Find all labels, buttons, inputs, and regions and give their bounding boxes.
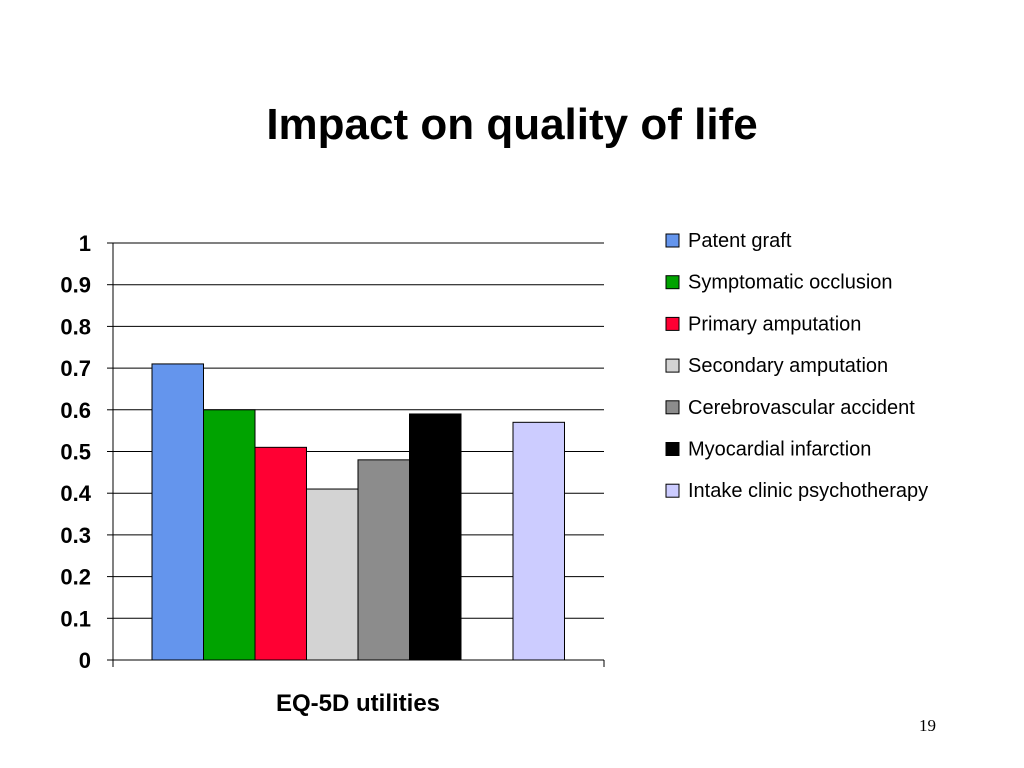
y-tick-label: 0.2: [60, 565, 91, 590]
legend: Patent graft Symptomatic occlusion Primary…: [665, 230, 928, 502]
bar-patent-graft: [151, 363, 204, 661]
legend-swatch: [665, 316, 680, 331]
legend-label: Primary amputation: [688, 313, 861, 335]
y-tick-labels: 0 0.1 0.2 0.3 0.4 0.5 0.6 0.7 0.8 0.9 1: [60, 231, 91, 673]
legend-label: Myocardial infarction: [688, 439, 871, 461]
legend-swatch: [665, 358, 680, 373]
bar-cerebrovascular-accident: [357, 459, 410, 661]
y-tick-label: 0.5: [60, 440, 91, 465]
bar-symptomatic-occlusion: [203, 409, 256, 661]
legend-swatch: [665, 233, 680, 248]
bar-primary-amputation: [254, 446, 307, 661]
legend-label: Secondary amputation: [688, 355, 888, 377]
bars: [151, 363, 565, 661]
y-tick-label: 0.3: [60, 523, 91, 548]
x-axis-label: EQ-5D utilities: [276, 690, 440, 717]
legend-label: Intake clinic psychotherapy: [688, 480, 928, 502]
y-tick-label: 0: [79, 648, 91, 673]
legend-label: Symptomatic occlusion: [688, 272, 893, 294]
legend-label: Patent graft: [688, 230, 792, 252]
bar-secondary-amputation: [306, 488, 359, 661]
legend-swatch: [665, 442, 680, 456]
page-number: 19: [919, 716, 936, 735]
legend-swatch: [665, 483, 680, 498]
y-tick-label: 0.8: [60, 314, 91, 339]
y-tick-label: 1: [79, 231, 91, 256]
y-tick-label: 0.7: [60, 356, 91, 381]
y-tick-label: 0.4: [60, 481, 91, 506]
legend-swatch: [665, 400, 680, 415]
y-tick-label: 0.6: [60, 398, 91, 423]
legend-swatch: [665, 275, 680, 290]
y-tick-label: 0.9: [60, 273, 91, 298]
bar-myocardial-infarction: [409, 413, 462, 661]
bar-intake-clinic-psychotherapy: [512, 421, 565, 661]
axes: [107, 242, 605, 667]
slide-title: Impact on quality of life: [266, 100, 758, 149]
y-tick-label: 0.1: [60, 606, 91, 631]
legend-label: Cerebrovascular accident: [688, 397, 915, 419]
